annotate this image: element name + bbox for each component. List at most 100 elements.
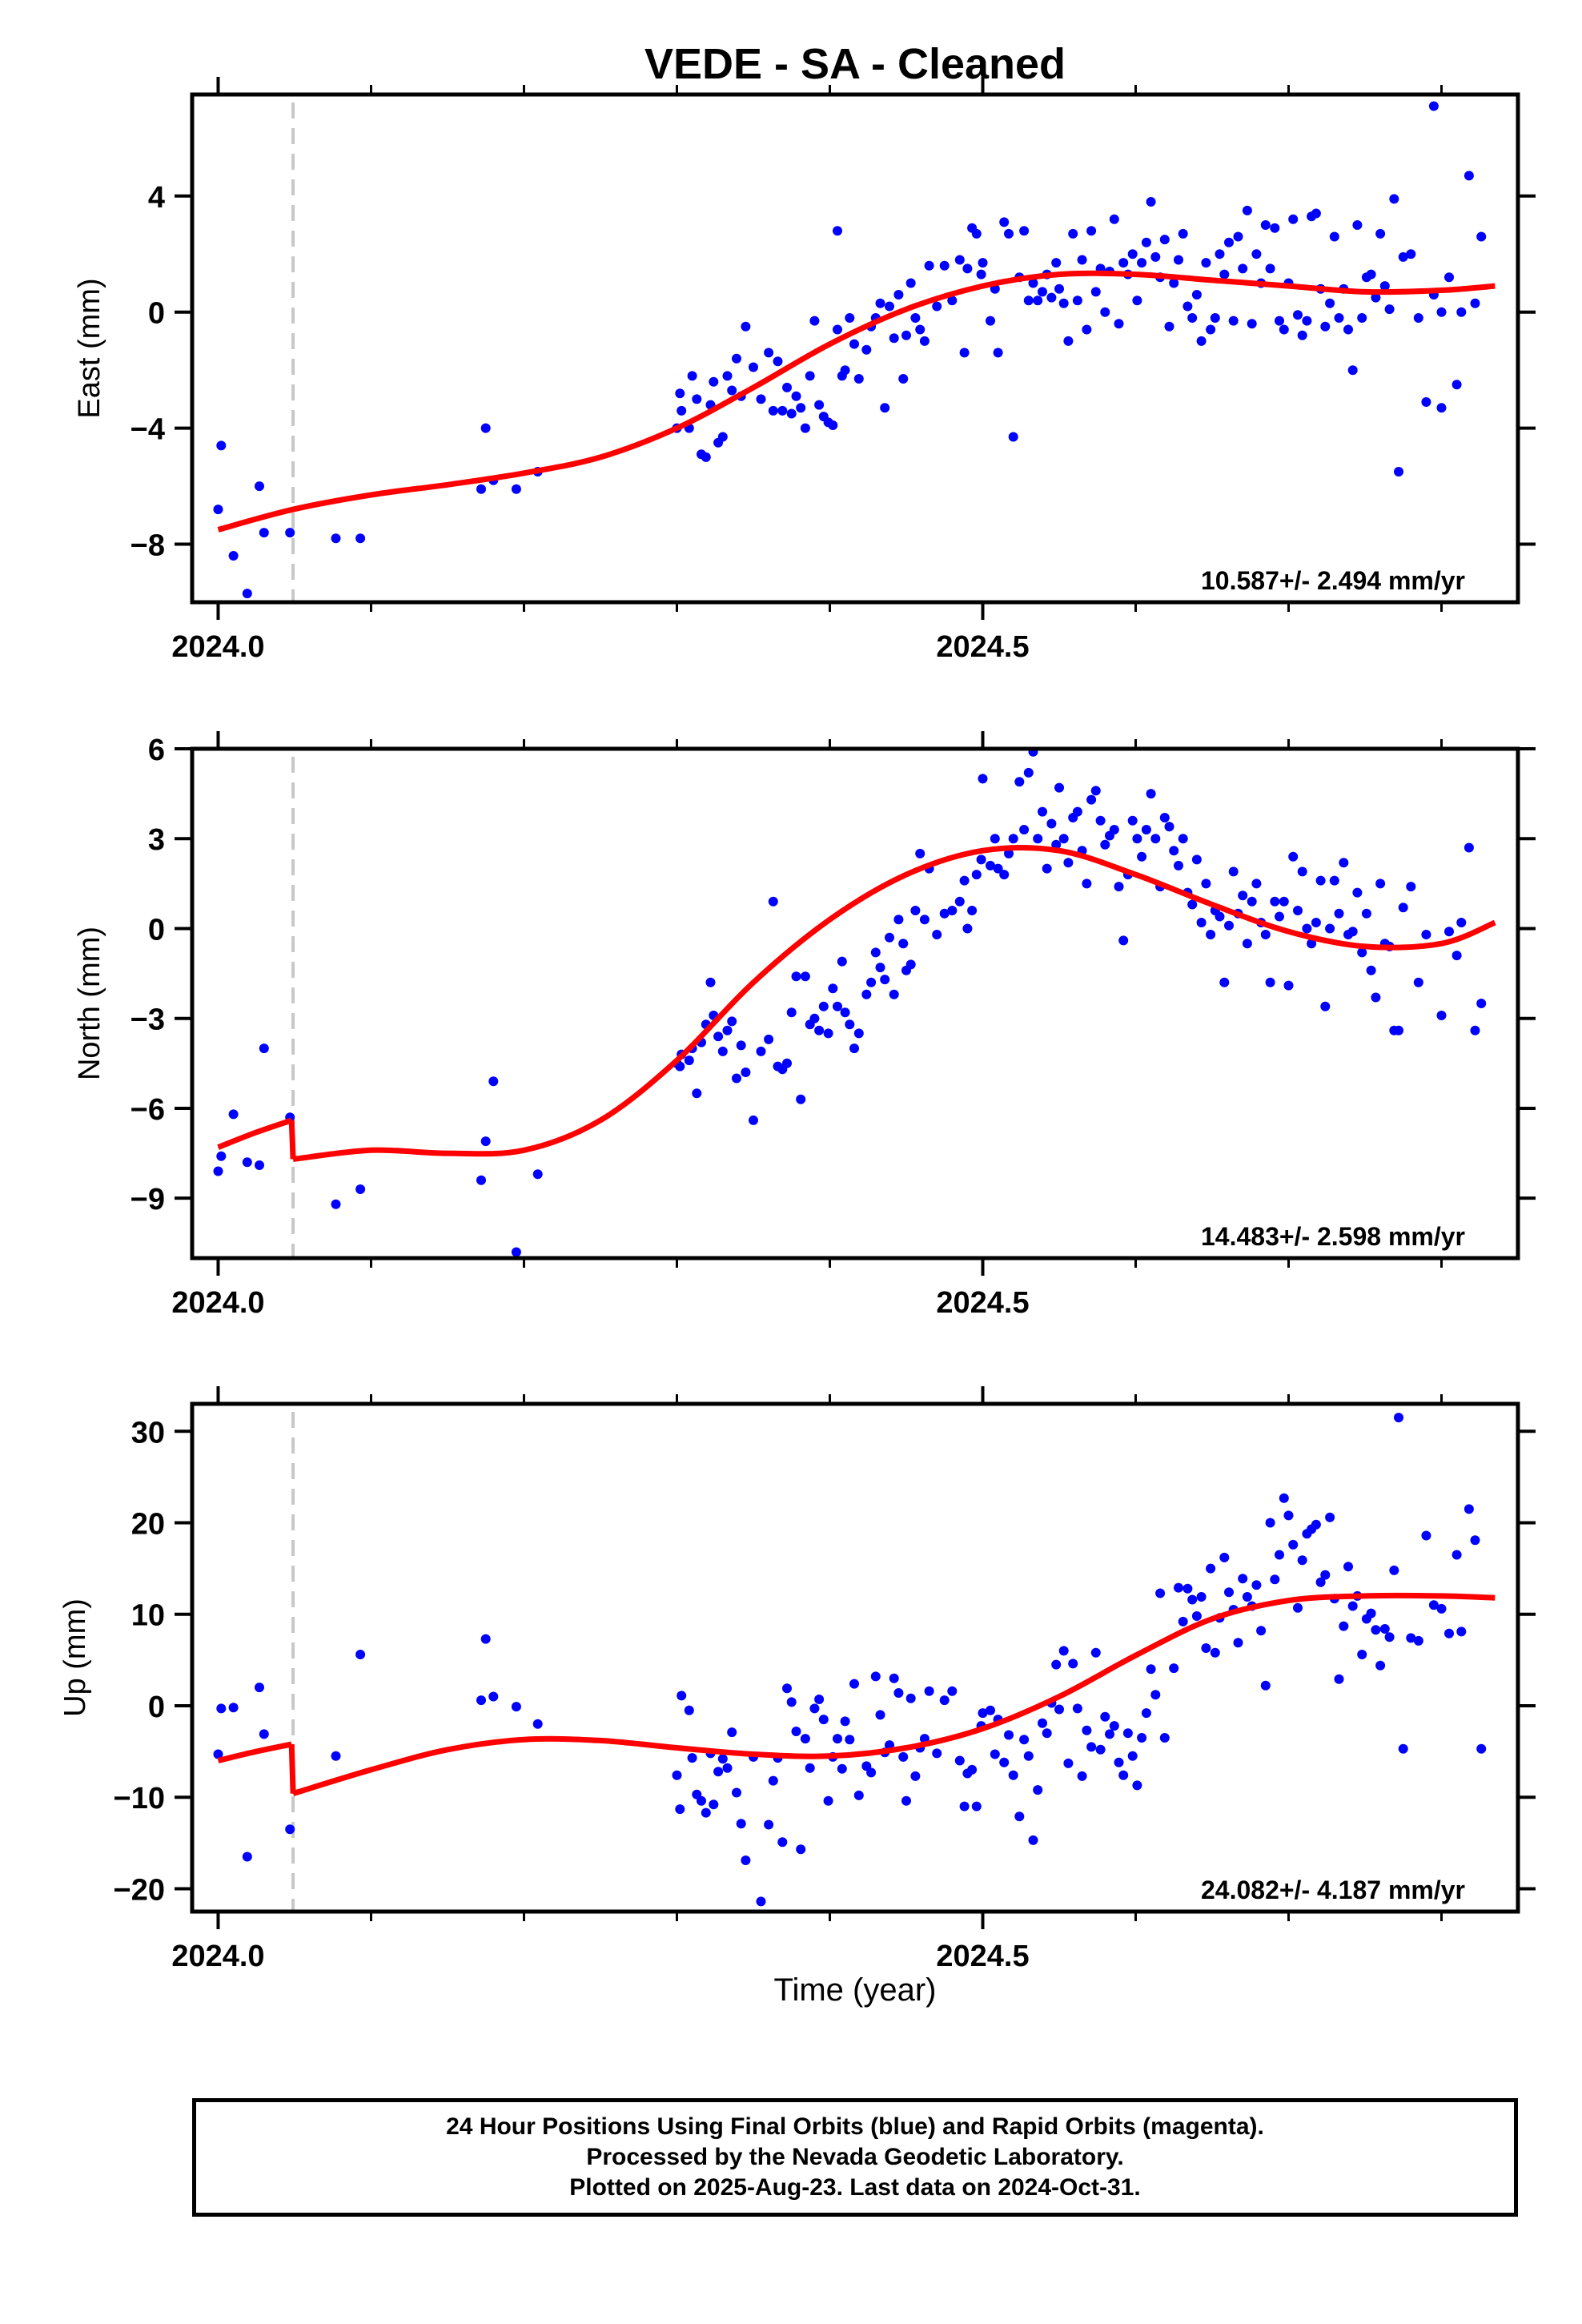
data-point <box>1389 194 1399 204</box>
data-point <box>954 1755 965 1766</box>
data-point <box>1260 220 1271 230</box>
data-point <box>480 1634 491 1644</box>
data-point <box>701 1807 711 1818</box>
data-point <box>717 432 728 442</box>
up-frame <box>190 1401 1520 1914</box>
data-point <box>947 1686 958 1696</box>
data-point <box>1357 947 1367 958</box>
north-points <box>213 749 1487 1257</box>
data-point <box>727 385 737 396</box>
data-point <box>1191 854 1202 865</box>
data-point <box>1118 1770 1129 1780</box>
data-point <box>1302 316 1312 326</box>
data-point <box>1004 1730 1014 1740</box>
data-point <box>954 255 965 265</box>
data-point <box>1265 977 1275 987</box>
data-point <box>1114 319 1124 329</box>
data-point <box>1187 1594 1198 1605</box>
data-point <box>1275 911 1284 922</box>
data-point <box>1215 911 1225 922</box>
data-point <box>1311 208 1321 219</box>
data-point <box>1127 249 1138 259</box>
data-point <box>849 1679 859 1689</box>
data-point <box>1146 1664 1156 1675</box>
data-point <box>1196 918 1207 927</box>
data-point <box>990 1749 1000 1759</box>
data-point <box>1379 281 1390 292</box>
data-point <box>1063 858 1074 868</box>
data-point <box>1014 1811 1025 1822</box>
data-point <box>1109 1721 1119 1731</box>
data-point <box>1210 1647 1220 1658</box>
data-point <box>1413 313 1423 323</box>
data-point <box>947 296 958 306</box>
data-point <box>732 1787 741 1798</box>
east-rate-label: 10.587+/- 2.494 mm/yr <box>1201 566 1465 595</box>
data-point <box>1054 283 1064 294</box>
data-point <box>1028 1835 1038 1845</box>
data-point <box>889 989 899 999</box>
east-y-axis-label: East (mm) <box>73 278 106 418</box>
data-point <box>1352 887 1363 898</box>
data-point <box>1201 258 1211 268</box>
data-point <box>1058 298 1069 308</box>
data-point <box>814 400 825 410</box>
footer-line-2: Processed by the Nevada Geodetic Laborat… <box>586 2144 1124 2170</box>
data-point <box>1247 319 1257 329</box>
data-point <box>480 423 491 433</box>
data-point <box>828 420 838 430</box>
data-point <box>1100 1711 1110 1722</box>
data-point <box>1219 1552 1230 1562</box>
data-point <box>1169 846 1179 856</box>
north-xtick-label: 2024.5 <box>936 1286 1029 1320</box>
data-point <box>1251 249 1262 259</box>
data-point <box>1174 255 1183 265</box>
data-point <box>1297 1555 1307 1566</box>
data-point <box>1275 1550 1284 1560</box>
data-point <box>1444 927 1454 937</box>
data-point <box>805 1763 815 1773</box>
data-point <box>732 1073 741 1084</box>
north-frame <box>190 746 1520 1261</box>
data-point <box>511 484 521 494</box>
data-point <box>875 963 885 973</box>
data-point <box>1251 1580 1262 1590</box>
data-point <box>1436 403 1447 413</box>
data-point <box>901 330 911 340</box>
data-point <box>962 923 973 934</box>
footer-line-3: Plotted on 2025-Aug-23. Last data on 202… <box>569 2174 1141 2201</box>
north-ytick-label: 6 <box>148 734 165 767</box>
data-point <box>853 1790 864 1800</box>
data-point <box>1398 903 1408 913</box>
data-point <box>837 956 847 967</box>
data-point <box>677 405 687 416</box>
data-point <box>331 533 341 544</box>
data-point <box>1394 467 1403 476</box>
data-point <box>1105 1729 1114 1739</box>
data-point <box>893 1688 904 1698</box>
data-point <box>782 382 792 392</box>
data-point <box>1063 1758 1074 1768</box>
data-point <box>1182 301 1193 312</box>
data-point <box>1122 1728 1133 1739</box>
data-point <box>1215 249 1225 259</box>
data-point <box>993 863 1003 874</box>
data-point <box>1260 1680 1271 1691</box>
data-point <box>1436 307 1447 317</box>
data-point <box>1132 834 1142 844</box>
data-point <box>1086 1742 1097 1752</box>
data-point <box>805 371 815 381</box>
data-point <box>1343 324 1353 335</box>
data-point <box>1174 860 1183 870</box>
data-point <box>1436 1603 1447 1614</box>
data-point <box>1008 834 1018 844</box>
data-point <box>1033 1785 1043 1795</box>
data-point <box>1375 879 1386 889</box>
data-point <box>532 1719 543 1729</box>
footer-box: 24 Hour Positions Using Final Orbits (bl… <box>192 2098 1518 2217</box>
data-point <box>1357 1650 1367 1659</box>
east-points <box>213 101 1487 599</box>
up-xtick-label: 2024.5 <box>936 1940 1029 1973</box>
data-point <box>1476 999 1487 1008</box>
data-point <box>756 1046 766 1056</box>
